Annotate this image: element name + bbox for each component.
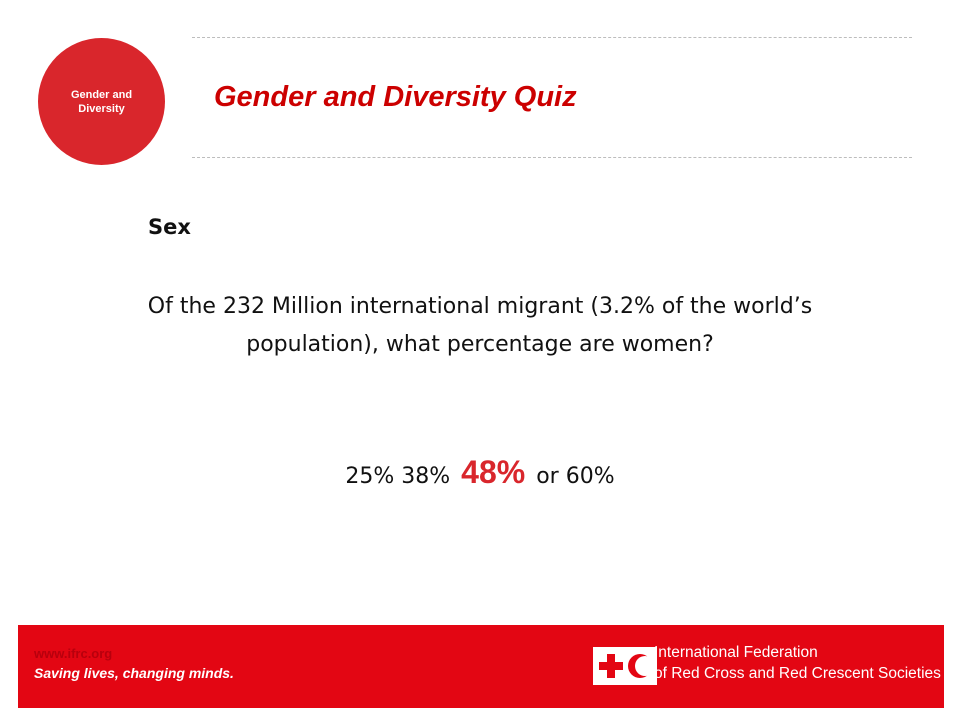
quiz-question: Of the 232 Million international migrant… xyxy=(147,294,813,357)
topic-badge: Gender and Diversity xyxy=(38,38,165,165)
red-cross-red-crescent-emblem-icon xyxy=(593,647,657,685)
slide-title: Gender and Diversity Quiz xyxy=(214,81,577,113)
header-rule-top xyxy=(192,37,912,38)
footer-bar: www.ifrc.org Saving lives, changing mind… xyxy=(18,625,944,708)
organization-name-line1: International Federation xyxy=(654,644,818,661)
organization-name: International Federation of Red Cross an… xyxy=(654,642,944,684)
section-subtitle: Sex xyxy=(148,215,191,239)
header-rule-bottom xyxy=(192,157,912,158)
topic-badge-label: Gender and Diversity xyxy=(70,88,133,115)
footer-tagline: Saving lives, changing minds. xyxy=(34,665,234,681)
footer-url: www.ifrc.org xyxy=(34,646,113,661)
correct-answer: 48% xyxy=(461,454,526,490)
organization-name-line2: of Red Cross and Red Crescent Societies xyxy=(654,665,941,682)
answer-options: 25% 38% 48% or 60% xyxy=(100,450,860,499)
options-before-answer: 25% 38% xyxy=(345,464,451,489)
options-after-answer: or 60% xyxy=(536,464,615,489)
